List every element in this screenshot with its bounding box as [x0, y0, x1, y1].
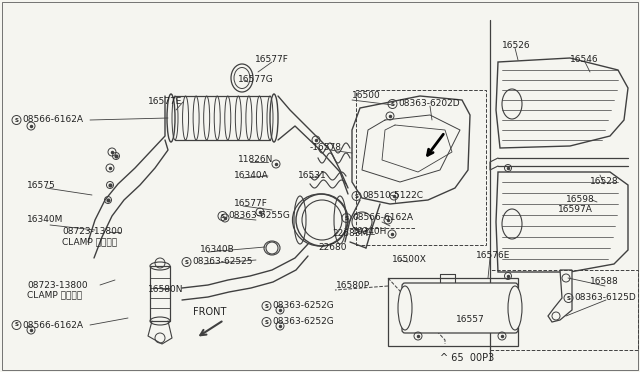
Bar	[356, 90, 486, 245]
Text: 16597A: 16597A	[558, 205, 593, 215]
Text: 22680: 22680	[318, 244, 346, 253]
FancyBboxPatch shape	[402, 283, 518, 333]
Text: 08510-5122C: 08510-5122C	[362, 192, 423, 201]
Text: 08363-6252G: 08363-6252G	[272, 301, 333, 311]
Text: 08363-62525: 08363-62525	[192, 257, 253, 266]
Text: 16577F: 16577F	[255, 55, 289, 64]
Text: 16546: 16546	[570, 55, 598, 64]
Text: CLAMP クランプ: CLAMP クランプ	[27, 291, 82, 299]
Text: 16580P: 16580P	[336, 282, 370, 291]
Text: CLAMP クランプ: CLAMP クランプ	[62, 237, 117, 247]
Polygon shape	[548, 270, 572, 322]
Text: -16578: -16578	[310, 144, 342, 153]
Text: S: S	[344, 215, 349, 221]
Text: 08363-6202D: 08363-6202D	[398, 99, 460, 109]
Text: 22683M: 22683M	[332, 230, 368, 238]
Text: S: S	[221, 214, 225, 218]
Text: 08363-6125D: 08363-6125D	[574, 294, 636, 302]
Text: 16340M: 16340M	[27, 215, 63, 224]
Text: 16340B: 16340B	[200, 246, 235, 254]
Text: 16557: 16557	[456, 315, 484, 324]
Text: 16500X: 16500X	[392, 256, 427, 264]
Text: S: S	[184, 260, 189, 264]
Text: 08566-6162A: 08566-6162A	[22, 321, 83, 330]
Text: 16528: 16528	[590, 177, 619, 186]
Bar	[150, 266, 170, 321]
Text: 08566-6162A: 08566-6162A	[22, 115, 83, 125]
Text: 08363-6252G: 08363-6252G	[272, 317, 333, 327]
Text: ^ 65  00P3: ^ 65 00P3	[440, 353, 494, 363]
Text: 08723-13800: 08723-13800	[27, 280, 88, 289]
Text: 16500: 16500	[352, 92, 381, 100]
Text: S: S	[15, 118, 19, 122]
Text: S: S	[264, 320, 269, 324]
Text: 16577G: 16577G	[238, 76, 274, 84]
Text: S: S	[264, 304, 269, 308]
Text: 16531: 16531	[298, 171, 327, 180]
Bar	[150, 266, 170, 321]
Bar	[388, 278, 518, 346]
Ellipse shape	[398, 286, 412, 330]
Text: S: S	[390, 102, 394, 106]
Text: S: S	[355, 193, 358, 199]
Text: 08363-6255G: 08363-6255G	[228, 212, 290, 221]
Text: 16580N: 16580N	[148, 285, 184, 295]
Polygon shape	[496, 58, 628, 148]
Text: 11826N: 11826N	[238, 155, 273, 164]
Text: 16577E: 16577E	[148, 97, 182, 106]
Text: 16526: 16526	[502, 42, 531, 51]
Text: 08723-13800: 08723-13800	[62, 228, 123, 237]
Text: S: S	[15, 323, 19, 327]
Text: 16576E: 16576E	[476, 251, 510, 260]
Text: S: S	[566, 295, 570, 301]
Polygon shape	[496, 172, 628, 272]
Text: 16340H: 16340H	[352, 228, 387, 237]
Ellipse shape	[508, 286, 522, 330]
Text: 16575: 16575	[27, 182, 56, 190]
Text: 08566-6162A: 08566-6162A	[352, 214, 413, 222]
Text: 16598: 16598	[566, 196, 595, 205]
Text: 16588: 16588	[590, 278, 619, 286]
Text: 16577F: 16577F	[234, 199, 268, 208]
Text: 16340A: 16340A	[234, 170, 269, 180]
Bar	[490, 270, 638, 350]
Text: FRONT: FRONT	[193, 307, 227, 317]
